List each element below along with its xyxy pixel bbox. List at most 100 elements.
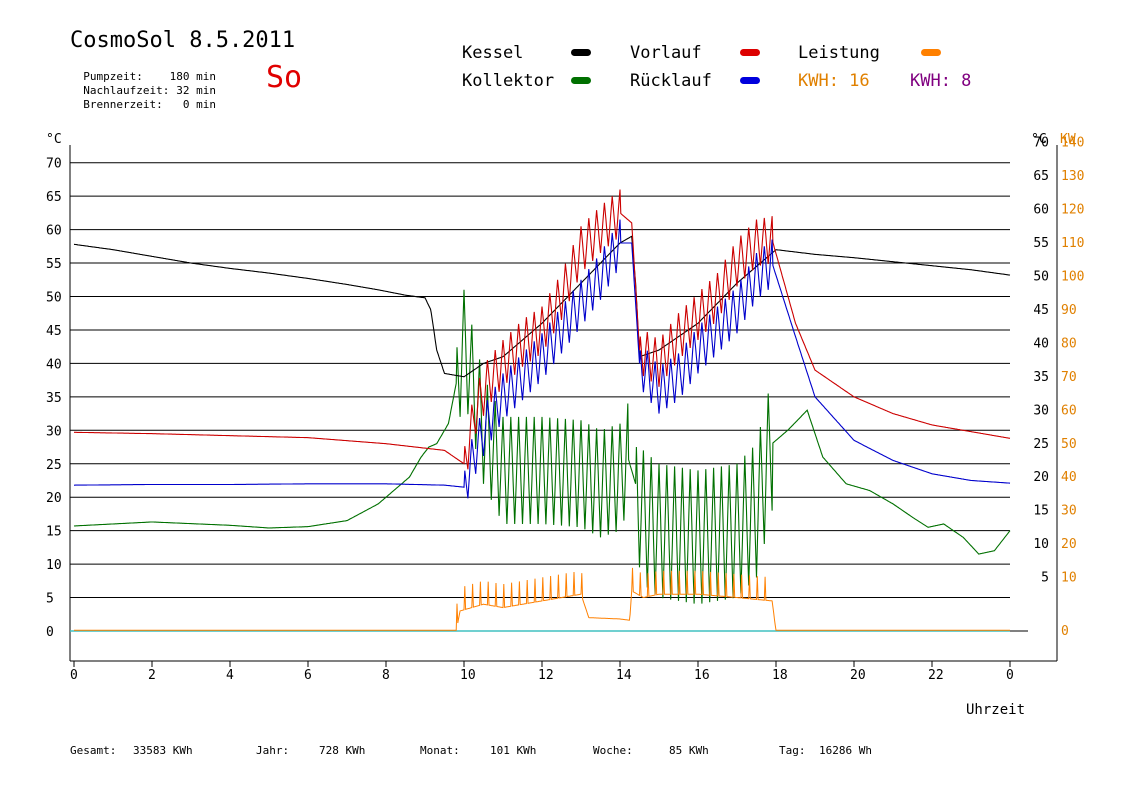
footer-tag-value: 16286 Wh: [819, 744, 872, 757]
footer-monat-value: 101 KWh: [490, 744, 537, 757]
legend-kwh2: KWH: 8: [910, 71, 972, 91]
legend-kessel-swatch: [571, 49, 591, 56]
y-tick-label-power: 120: [1061, 203, 1084, 218]
info-nachlaufzeit: Nachlaufzeit: 32 min: [70, 71, 216, 97]
y-tick-label-right: 15: [1033, 504, 1049, 519]
chart-series: [70, 189, 1011, 632]
y-tick-label-right: 30: [1033, 403, 1049, 418]
x-axis-label: Uhrzeit: [966, 702, 1025, 718]
info-label: Nachlaufzeit:: [83, 84, 170, 97]
y-tick-label-power: 90: [1061, 303, 1077, 318]
y-tick-label-power: 60: [1061, 403, 1077, 418]
y-tick-label-right: 25: [1033, 437, 1049, 452]
footer-gesamt-value: 33583 KWh: [133, 744, 193, 757]
x-tick-label: 10: [460, 668, 476, 683]
info-label: Brennerzeit:: [83, 98, 163, 111]
chart-ticks: 0510152025303540455055606570510152025303…: [46, 136, 1084, 683]
day-label: So: [266, 60, 303, 95]
x-tick-label: 6: [304, 668, 312, 683]
y-tick-label-left: 0: [46, 625, 54, 640]
y-tick-label-right: 20: [1033, 470, 1049, 485]
y-tick-label-left: 60: [46, 224, 62, 239]
legend-leistung-label: Leistung: [798, 43, 880, 63]
x-tick-label: 0: [70, 668, 78, 683]
legend-vorlauf-label: Vorlauf: [630, 43, 702, 63]
y-tick-label-left: 35: [46, 391, 62, 406]
footer-tag-label: Tag:: [779, 744, 806, 757]
x-tick-label: 14: [616, 668, 632, 683]
y-tick-label-power: 10: [1061, 571, 1077, 586]
y-tick-label-left: 70: [46, 157, 62, 172]
legend-ruecklauf-swatch: [740, 77, 760, 84]
footer-woche-label: Woche:: [593, 744, 633, 757]
y-tick-label-left: 50: [46, 291, 62, 306]
y-axis-label-left: °C: [46, 132, 62, 147]
legend-kessel-label: Kessel: [462, 43, 524, 63]
legend-kollektor-swatch: [571, 77, 591, 84]
y-tick-label-left: 20: [46, 491, 62, 506]
x-tick-label: 16: [694, 668, 710, 683]
legend-kollektor-label: Kollektor: [462, 71, 555, 91]
series-line-ruecklauf: [74, 219, 1011, 499]
y-tick-label-right: 50: [1033, 270, 1049, 285]
x-tick-label: 12: [538, 668, 554, 683]
y-tick-label-power: 50: [1061, 437, 1077, 452]
x-tick-label: 2: [148, 668, 156, 683]
x-tick-label: 0: [1006, 668, 1014, 683]
y-tick-label-right: 55: [1033, 236, 1049, 251]
footer-jahr-label: Jahr:: [256, 744, 290, 757]
legend-ruecklauf-label: Rücklauf: [630, 71, 712, 91]
footer-gesamt-label: Gesamt:: [70, 744, 117, 757]
y-tick-label-right: 45: [1033, 303, 1049, 318]
y-tick-label-power: 30: [1061, 504, 1077, 519]
x-tick-label: 4: [226, 668, 234, 683]
y-tick-label-left: 30: [46, 424, 62, 439]
y-tick-label-right: 70: [1033, 136, 1049, 151]
footer-woche-value: 85 KWh: [669, 744, 709, 757]
x-tick-label: 22: [928, 668, 944, 683]
y-tick-label-left: 15: [46, 525, 62, 540]
info-value: 0 min: [182, 98, 216, 111]
y-tick-label-left: 10: [46, 558, 62, 573]
y-tick-label-right: 5: [1041, 571, 1049, 586]
info-pumpzeit: Pumpzeit: 180 min: [70, 57, 216, 83]
legend-leistung-swatch: [921, 49, 941, 56]
series-line-kessel: [73, 235, 1011, 378]
y-tick-label-power: 0: [1061, 624, 1069, 639]
y-tick-label-left: 40: [46, 357, 62, 372]
y-tick-label-left: 5: [46, 592, 54, 607]
info-brennerzeit: Brennerzeit: 0 min: [70, 85, 216, 111]
y-tick-label-power: 40: [1061, 470, 1077, 485]
y-tick-label-power: 100: [1061, 270, 1084, 285]
x-tick-label: 18: [772, 668, 788, 683]
series-line-vorlauf: [74, 189, 1011, 470]
y-tick-label-power: 20: [1061, 537, 1077, 552]
chart-grid: [70, 162, 1010, 599]
y-tick-label-power: 140: [1061, 136, 1084, 151]
info-value: 180 min: [169, 70, 216, 83]
y-axis-label-right: °C: [1031, 132, 1047, 147]
series-line-kollektor: [73, 289, 1011, 604]
y-tick-label-left: 65: [46, 190, 62, 205]
y-tick-label-right: 35: [1033, 370, 1049, 385]
chart-axes: [69, 145, 1058, 662]
legend-vorlauf-swatch: [740, 49, 760, 56]
y-tick-label-right: 60: [1033, 203, 1049, 218]
y-tick-label-left: 25: [46, 458, 62, 473]
y-axis-label-power: KW: [1060, 132, 1076, 147]
footer-jahr-value: 728 KWh: [319, 744, 366, 757]
footer-monat-label: Monat:: [420, 744, 460, 757]
y-tick-label-right: 10: [1033, 537, 1049, 552]
legend-kwh1: KWH: 16: [798, 71, 870, 91]
page-title: CosmoSol 8.5.2011: [70, 28, 296, 53]
y-tick-label-right: 65: [1033, 169, 1049, 184]
y-tick-label-left: 45: [46, 324, 62, 339]
y-tick-label-power: 80: [1061, 336, 1077, 351]
series-line-leistung: [74, 567, 1010, 631]
info-label: Pumpzeit:: [83, 70, 143, 83]
x-tick-label: 20: [850, 668, 866, 683]
y-tick-label-power: 110: [1061, 236, 1084, 251]
x-tick-label: 8: [382, 668, 390, 683]
y-tick-label-power: 70: [1061, 370, 1077, 385]
